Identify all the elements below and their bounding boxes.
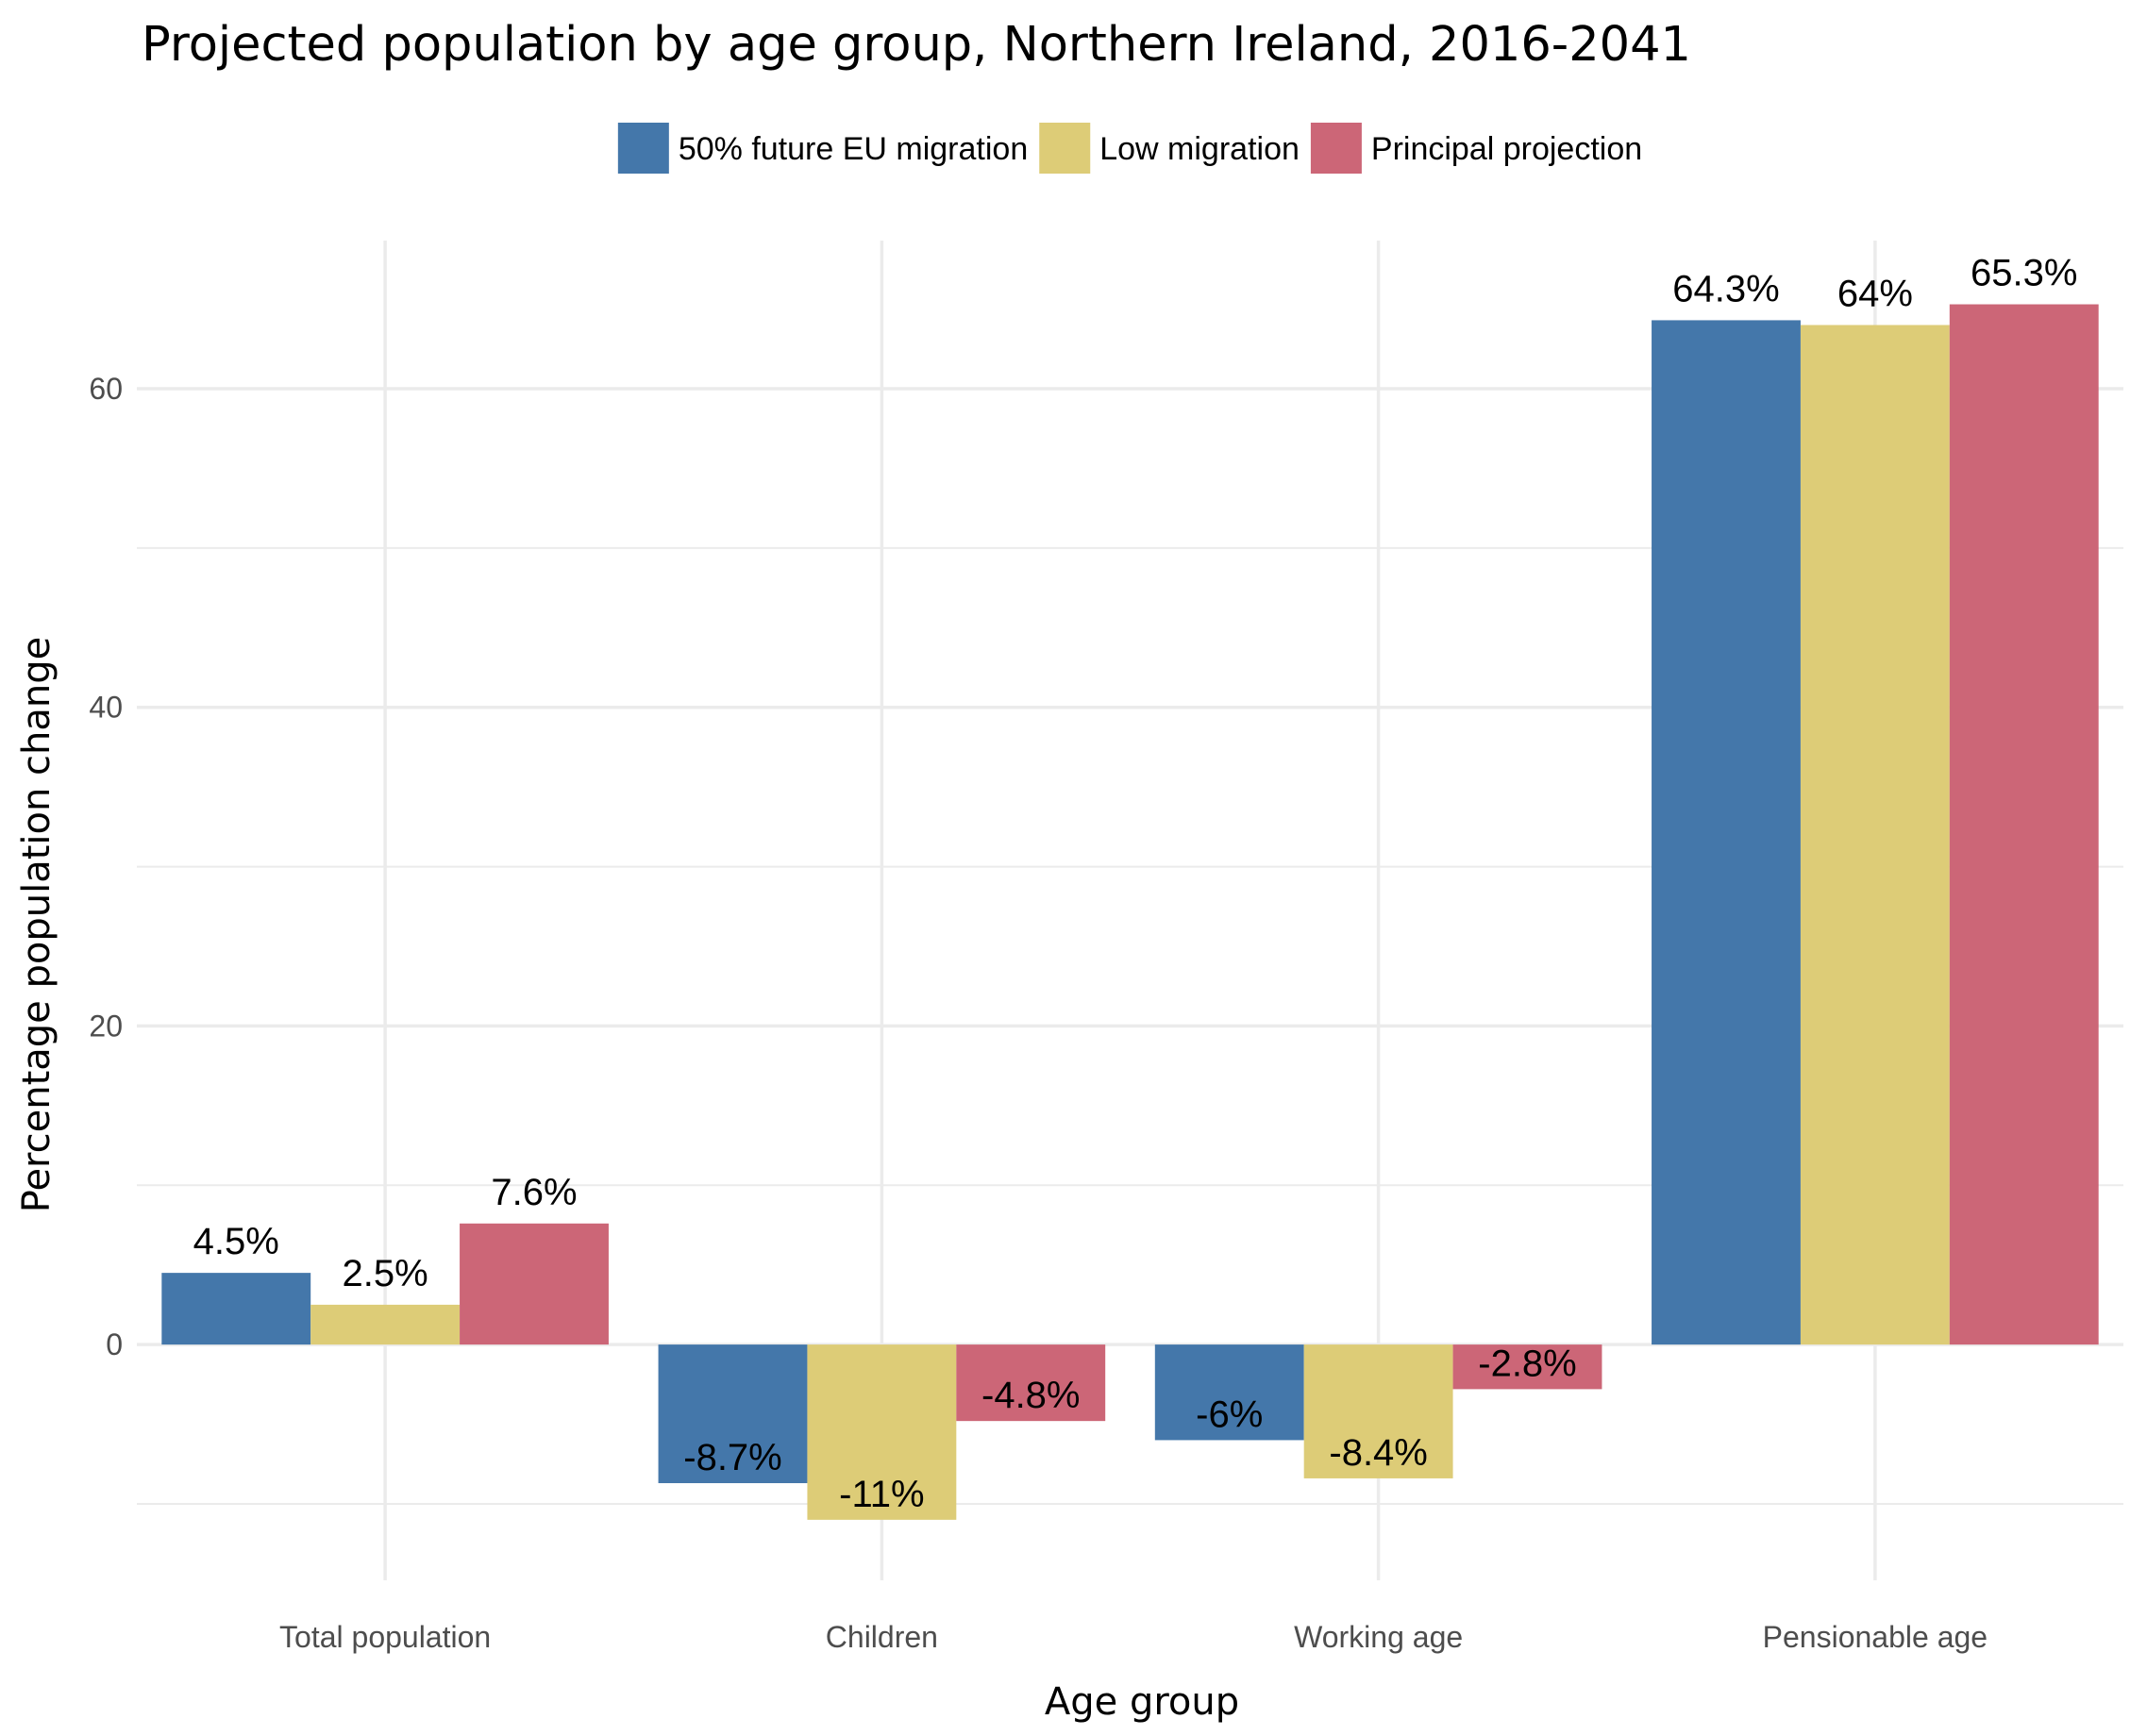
x-tick-label: Total population <box>279 1620 491 1654</box>
legend-key <box>1310 123 1362 174</box>
data-label: 64.3% <box>1672 268 1779 309</box>
bar-principal-projection-children <box>956 1344 1106 1422</box>
x-axis-title: Age group <box>1045 1680 1239 1724</box>
x-tick-label: Working age <box>1294 1620 1463 1654</box>
y-axis-title: Percentage population change <box>15 637 59 1213</box>
data-label: -2.8% <box>1478 1343 1577 1384</box>
bar-low-migration-total-population <box>310 1304 461 1345</box>
x-tick-label: Children <box>826 1620 938 1654</box>
bar-principal-projection-working-age <box>1452 1344 1602 1390</box>
legend-label: Principal projection <box>1371 131 1642 167</box>
data-label: 64% <box>1837 273 1913 314</box>
legend: 50% future EU migration Low migration Prin… <box>617 123 1642 174</box>
data-label: -6% <box>1196 1394 1263 1435</box>
legend-label: 50% future EU migration <box>679 131 1028 167</box>
x-axis-ticks: Total population Children Working age Pensi… <box>279 1620 1988 1654</box>
y-axis-ticks: 0 20 40 60 <box>89 372 123 1361</box>
plot-area: 4.5% -8.7% -6% 64.3% 2.5% -11% -8.4% 64% 7.6% -4.… <box>137 241 2123 1580</box>
data-label: -11% <box>839 1474 924 1515</box>
y-tick-label: 20 <box>89 1009 123 1043</box>
bar-low-migration-children <box>807 1344 957 1520</box>
data-label: 7.6% <box>491 1172 577 1213</box>
chart-title: Projected population by age group, North… <box>142 17 1691 73</box>
data-labels: 4.5% -8.7% -6% 64.3% 2.5% -11% -8.4% 64% 7.6% -4.… <box>193 253 2078 1515</box>
bar-50-future-eu-migration-children <box>658 1344 808 1484</box>
bar-50-future-eu-migration-pensionable-age <box>1652 320 1801 1345</box>
y-tick-label: 60 <box>89 372 123 406</box>
y-tick-label: 40 <box>89 691 123 725</box>
bar-principal-projection-total-population <box>460 1223 609 1345</box>
x-tick-label: Pensionable age <box>1763 1620 1988 1654</box>
bar-50-future-eu-migration-working-age <box>1154 1344 1304 1441</box>
bar-low-migration-pensionable-age <box>1800 325 1950 1345</box>
legend-label: Low migration <box>1099 131 1300 167</box>
data-label: -8.7% <box>683 1437 782 1478</box>
bar-50-future-eu-migration-total-population <box>161 1273 311 1345</box>
bar-low-migration-working-age <box>1303 1344 1453 1478</box>
data-label: 4.5% <box>193 1221 279 1262</box>
legend-key <box>617 123 669 174</box>
bars <box>161 304 2099 1520</box>
legend-key <box>1039 123 1091 174</box>
legend-item-50-future-eu-migration: 50% future EU migration <box>617 123 1028 174</box>
data-label: -4.8% <box>981 1375 1081 1416</box>
legend-item-low-migration: Low migration <box>1039 123 1300 174</box>
bar-principal-projection-pensionable-age <box>1949 304 2099 1345</box>
y-tick-label: 0 <box>106 1327 123 1361</box>
data-label: -8.4% <box>1329 1432 1428 1474</box>
legend-item-principal-projection: Principal projection <box>1310 123 1642 174</box>
data-label: 65.3% <box>1971 253 2077 294</box>
data-label: 2.5% <box>343 1253 428 1294</box>
